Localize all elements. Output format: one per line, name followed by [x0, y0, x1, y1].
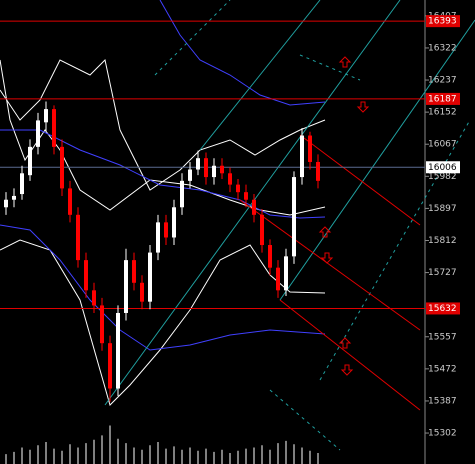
arrow-up: [318, 226, 332, 238]
candle-body: [4, 199, 8, 208]
candle-body: [76, 214, 80, 261]
candle-body: [260, 214, 264, 246]
candle-body: [44, 109, 48, 123]
candle-body: [28, 146, 32, 176]
candle-body: [108, 343, 112, 389]
candle-body: [92, 290, 96, 306]
candle-body: [68, 188, 72, 215]
candle-body: [284, 256, 288, 291]
candle-body: [36, 120, 40, 147]
candle-body: [12, 195, 16, 200]
price-label: 16393: [428, 17, 457, 27]
bollinger-upper: [0, 58, 326, 191]
candle-body: [204, 158, 208, 178]
y-tick-label: 15557: [428, 332, 457, 342]
candle-body: [300, 135, 304, 178]
bollinger-lower: [0, 239, 326, 406]
moving-average-upper: [159, 0, 326, 106]
price-label: 16187: [428, 94, 457, 104]
candle-body: [292, 177, 296, 257]
candle-body: [124, 260, 128, 313]
candle-body: [140, 282, 144, 302]
candle-body: [172, 207, 176, 238]
y-tick-label: 15812: [428, 236, 457, 246]
y-tick-label: 15472: [428, 364, 457, 374]
arrow-down: [356, 101, 370, 113]
candle-body: [252, 199, 256, 215]
channel-line: [269, 389, 341, 451]
candle-body: [180, 180, 184, 208]
candle-body: [228, 173, 232, 185]
candle-body: [196, 158, 200, 170]
candle-body: [84, 260, 88, 291]
channel-line: [199, 0, 321, 151]
price-label: 15632: [428, 304, 457, 314]
candle-body: [188, 169, 192, 181]
candle-body: [308, 135, 312, 162]
candle-body: [244, 192, 248, 200]
channel-line: [279, 19, 475, 301]
candle-body: [132, 260, 136, 283]
y-tick-label: 16067: [428, 140, 457, 150]
y-tick-label: 15982: [428, 172, 457, 182]
y-tick-label: 15727: [428, 268, 457, 278]
price-label-box: [426, 161, 460, 174]
candle-body: [156, 222, 160, 253]
candle-body: [20, 173, 24, 195]
arrow-up: [338, 337, 352, 349]
y-tick-label: 15897: [428, 204, 457, 214]
candle-body: [148, 252, 152, 302]
candle-body: [220, 165, 224, 174]
moving-average-lower: [0, 224, 326, 351]
arrow-up: [338, 56, 352, 68]
price-label-box: [426, 92, 460, 105]
candle-body: [52, 109, 56, 147]
candle-body: [276, 267, 280, 291]
y-tick-label: 16322: [428, 43, 457, 53]
candle-body: [116, 312, 120, 389]
arrow-down: [320, 252, 334, 264]
candle-body: [316, 161, 320, 181]
price-label: 16006: [428, 163, 457, 173]
y-tick-label: 16237: [428, 76, 457, 86]
candle-body: [268, 245, 272, 268]
candle-body: [60, 146, 64, 189]
candle-body: [164, 222, 168, 238]
candle-body: [236, 184, 240, 193]
y-tick-label: 15387: [428, 396, 457, 406]
channel-line: [319, 119, 471, 381]
y-tick-label: 15302: [428, 429, 457, 439]
y-tick-label: 16152: [428, 108, 457, 118]
arrow-down: [340, 364, 354, 376]
price-label-box: [426, 15, 460, 28]
price-label-box: [426, 302, 460, 315]
candle-body: [212, 165, 216, 178]
arrows: [318, 56, 370, 376]
candle-body: [100, 305, 104, 344]
trend-line: [299, 134, 421, 226]
trend-line: [279, 299, 421, 411]
